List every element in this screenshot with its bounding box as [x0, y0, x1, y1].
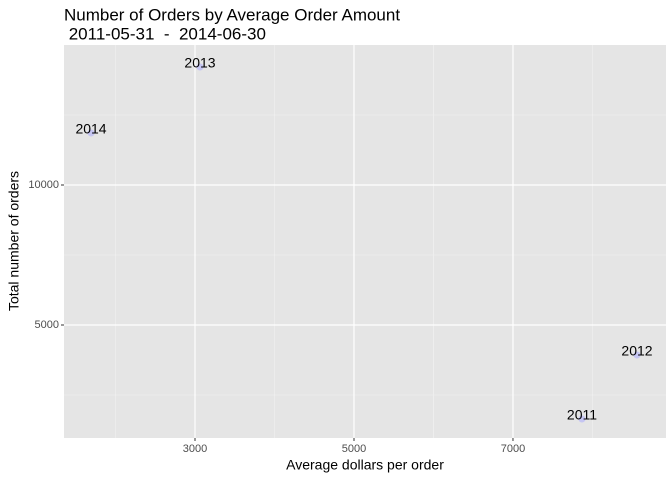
y-tick-label: 5000	[35, 319, 59, 331]
plot-panel	[64, 45, 666, 438]
x-tick-label: 5000	[342, 443, 366, 455]
x-axis-label: Average dollars per order	[286, 457, 444, 473]
chart-subtitle: 2011-05-31 - 2014-06-30	[64, 24, 266, 43]
point	[87, 129, 95, 137]
point	[633, 351, 641, 359]
chart-title: Number of Orders by Average Order Amount	[64, 5, 400, 24]
point-label: 2013	[184, 55, 215, 71]
y-tick-label: 10000	[28, 179, 59, 191]
y-axis-label: Total number of orders	[6, 171, 22, 311]
x-tick-label: 7000	[501, 443, 525, 455]
point-label: 2014	[75, 121, 106, 137]
x-tick-label: 3000	[183, 443, 207, 455]
point	[578, 415, 586, 423]
point	[196, 63, 204, 71]
point-label: 2012	[621, 343, 652, 359]
point-label: 2011	[567, 407, 597, 423]
